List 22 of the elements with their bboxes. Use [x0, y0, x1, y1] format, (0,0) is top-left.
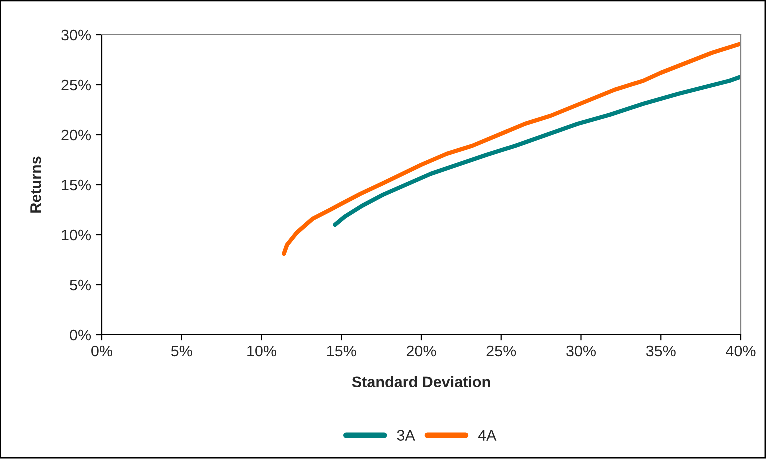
y-tick-label: 5%: [70, 280, 92, 291]
x-tick-label: 0%: [92, 346, 112, 357]
x-axis-title: Standard Deviation: [352, 376, 490, 388]
x-tick-label: 40%: [726, 346, 756, 357]
x-tick-label: 20%: [406, 346, 436, 357]
y-tick-label: 30%: [62, 30, 92, 41]
legend-label: 3A: [397, 430, 416, 441]
y-tick-label: 20%: [62, 130, 92, 141]
y-tick-label: 0%: [70, 330, 92, 341]
y-axis-title: Returns: [30, 156, 42, 213]
x-tick-label: 30%: [566, 346, 596, 357]
x-tick-label: 35%: [646, 346, 676, 357]
y-tick-label: 10%: [62, 230, 92, 241]
y-tick-label: 15%: [62, 180, 92, 191]
x-tick-label: 5%: [171, 346, 192, 357]
x-tick-label: 15%: [328, 346, 356, 357]
y-tick-label: 25%: [62, 80, 92, 91]
line-series: [282, 42, 741, 256]
x-tick-label: 25%: [486, 346, 516, 357]
x-tick-label: 10%: [248, 346, 276, 357]
legend-label: 4A: [478, 430, 497, 441]
line-series: [333, 74, 741, 228]
